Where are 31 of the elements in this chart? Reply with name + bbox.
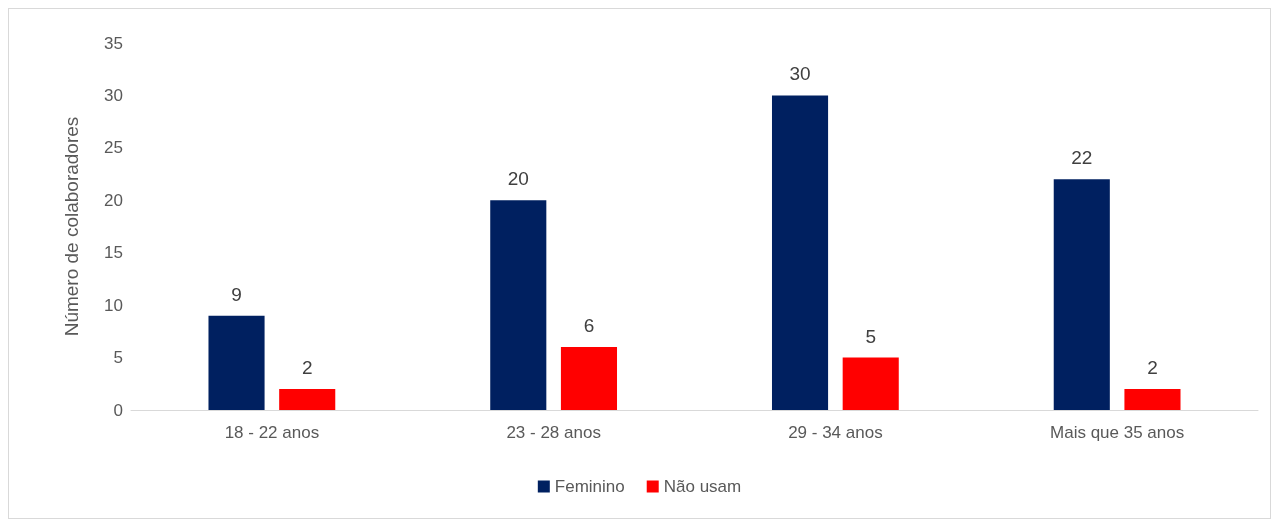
y-tick-label: 25 (104, 138, 123, 158)
y-tick-label: 10 (104, 295, 123, 315)
x-tick-label: 18 - 22 anos (224, 423, 320, 442)
x-tick-label: 23 - 28 anos (506, 423, 601, 442)
bar (279, 389, 336, 410)
data-label: 30 (789, 63, 811, 85)
legend-label: Não usam (663, 477, 742, 496)
bar (1124, 389, 1181, 410)
data-label: 2 (1147, 357, 1158, 379)
bar (208, 315, 265, 410)
y-axis-title: Número de colaboradores (61, 116, 82, 337)
data-label: 9 (231, 283, 242, 305)
data-label: 22 (1071, 147, 1093, 169)
y-tick-label: 20 (104, 190, 123, 210)
y-tick-label: 5 (113, 348, 123, 368)
x-tick-label: Mais que 35 anos (1050, 423, 1185, 442)
data-label: 2 (301, 357, 313, 379)
y-tick-label: 35 (104, 33, 123, 53)
bar (771, 95, 829, 410)
bar (842, 357, 899, 410)
bar (490, 200, 547, 410)
bar (560, 347, 618, 410)
data-label: 6 (583, 315, 595, 337)
x-tick-label: 29 - 34 anos (788, 423, 883, 442)
legend-label: Feminino (554, 477, 625, 496)
y-tick-label: 30 (104, 85, 123, 105)
data-label: 5 (865, 325, 877, 347)
y-tick-label: 15 (104, 243, 123, 263)
bar (1053, 179, 1110, 410)
data-label: 20 (507, 168, 529, 190)
y-tick-label: 0 (113, 400, 123, 420)
